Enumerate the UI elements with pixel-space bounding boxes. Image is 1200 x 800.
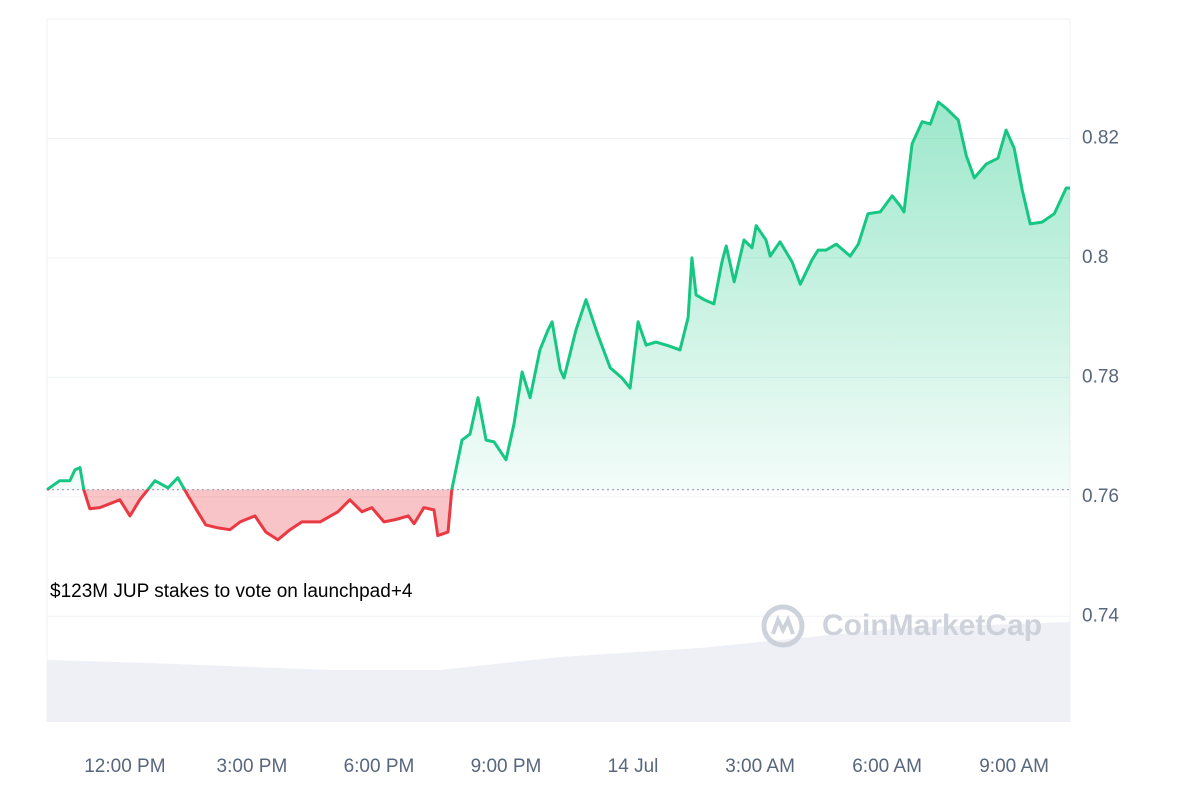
y-tick-label: 0.76 — [1082, 486, 1119, 507]
x-tick-label: 9:00 AM — [979, 756, 1049, 777]
x-tick-label: 14 Jul — [608, 756, 659, 777]
area-fill — [47, 102, 1070, 540]
x-tick-label: 6:00 PM — [344, 756, 415, 777]
watermark-logo-mark — [771, 614, 795, 635]
watermark: CoinMarketCap — [761, 604, 1042, 648]
watermark-text: CoinMarketCap — [822, 609, 1042, 642]
volume-area — [47, 622, 1070, 722]
x-tick-label: 3:00 PM — [217, 756, 288, 777]
y-tick-label: 0.82 — [1082, 127, 1119, 148]
y-tick-label: 0.8 — [1082, 247, 1108, 268]
x-tick-label: 12:00 PM — [84, 756, 165, 777]
annotation: $123M JUP stakes to vote on launchpad+4 — [50, 581, 413, 602]
x-tick-label: 9:00 PM — [471, 756, 542, 777]
x-tick-label: 6:00 AM — [852, 756, 922, 777]
watermark-logo — [761, 604, 805, 648]
y-tick-label: 0.78 — [1082, 366, 1119, 387]
x-tick-label: 3:00 AM — [725, 756, 795, 777]
price-line — [46, 100, 1070, 542]
y-tick-label: 0.74 — [1082, 605, 1119, 626]
